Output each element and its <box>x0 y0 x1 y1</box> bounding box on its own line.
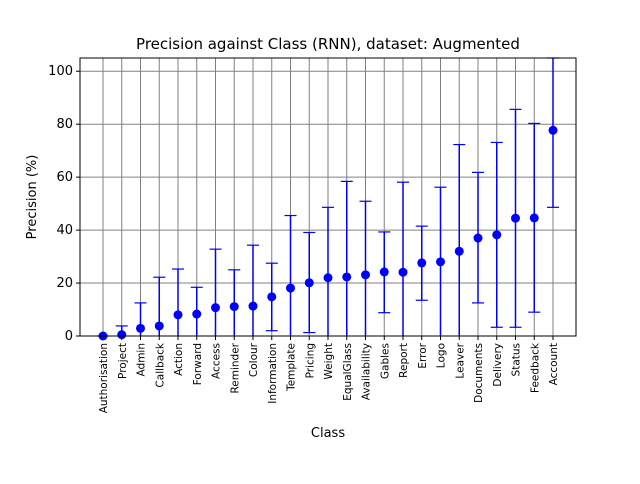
x-tick-label: Template <box>286 343 298 392</box>
data-points <box>98 125 558 341</box>
x-tick-label: Leaver <box>454 342 466 378</box>
plot-frame <box>79 57 577 337</box>
error-bars <box>97 57 559 337</box>
data-point <box>436 257 445 267</box>
x-tick-label: Reminder <box>229 342 241 393</box>
x-tick-label: Logo <box>436 343 448 368</box>
x-tick-label: Pricing <box>304 343 316 378</box>
x-tick-label: Documents <box>473 343 485 403</box>
data-point <box>286 283 295 293</box>
data-point <box>173 310 183 320</box>
data-point <box>136 323 145 333</box>
x-tick-label: Forward <box>192 343 204 385</box>
y-tick-label: 0 <box>65 329 73 344</box>
data-point <box>417 258 427 268</box>
x-tick-label: Gables <box>379 343 391 379</box>
data-point <box>492 230 502 240</box>
x-tick-label: Status <box>511 343 523 376</box>
data-point <box>229 302 239 312</box>
x-tick-label: Access <box>211 343 223 379</box>
y-tick-label: 40 <box>56 223 73 238</box>
data-point <box>211 303 220 313</box>
data-point <box>248 301 258 311</box>
x-axis-label: Class <box>311 426 345 441</box>
data-point <box>473 233 483 243</box>
data-point <box>117 330 127 340</box>
x-tick-label: Admin <box>136 343 148 376</box>
x-tick-label: Account <box>548 343 560 385</box>
y-tick-label: 80 <box>56 117 73 132</box>
x-tick-label: Project <box>117 343 129 379</box>
data-point <box>342 272 352 282</box>
y-tick-label: 60 <box>56 170 73 185</box>
x-tick-label: Availability <box>361 343 373 400</box>
data-point <box>192 309 202 319</box>
x-tick-label: Colour <box>248 342 260 377</box>
x-tick-label: Feedback <box>529 342 541 393</box>
data-point <box>304 278 314 288</box>
x-tick-label: Report <box>398 343 410 378</box>
y-axis-label: Precision (%) <box>25 155 40 240</box>
x-tick-label: Action <box>173 343 185 376</box>
x-tick-label: Authorisation <box>98 343 110 413</box>
data-point <box>361 270 370 280</box>
data-point <box>154 321 164 331</box>
x-tick-label: Weight <box>323 343 335 380</box>
data-point <box>323 273 333 283</box>
data-point <box>379 267 389 277</box>
x-tick-label: EqualGlass <box>342 343 354 401</box>
data-point <box>398 267 408 277</box>
ticks: 0 20 40 60 80 100 Authorisation Project Admin Cal… <box>48 64 560 413</box>
x-tick-label: Delivery <box>492 343 504 387</box>
data-point <box>548 125 558 135</box>
data-point <box>267 292 277 302</box>
y-tick-label: 100 <box>48 64 73 79</box>
data-point <box>454 246 464 256</box>
chart-title: Precision against Class (RNN), dataset: … <box>136 35 520 53</box>
y-tick-label: 20 <box>56 276 73 291</box>
data-point <box>511 213 520 223</box>
data-point <box>529 213 539 223</box>
x-tick-label: Information <box>267 343 279 404</box>
x-tick-label: Error <box>417 342 429 368</box>
x-tick-label: Callback <box>154 342 166 387</box>
